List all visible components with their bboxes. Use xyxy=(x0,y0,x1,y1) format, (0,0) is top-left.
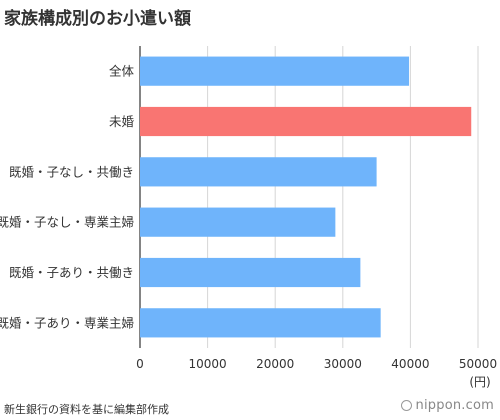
x-tick-labels: 0 10000 20000 30000 40000 50000 xyxy=(136,357,497,371)
category-labels: 全体未婚既婚・子なし・共働き既婚・子なし・専業主婦既婚・子あり・共働き既婚・子あ… xyxy=(0,64,134,331)
category-label: 既婚・子なし・共働き xyxy=(9,164,134,179)
bars xyxy=(140,56,472,338)
bar xyxy=(140,308,381,338)
x-tick-label: 50000 xyxy=(459,357,497,371)
category-label: 既婚・子なし・専業主婦 xyxy=(0,215,134,230)
x-tick-label: 10000 xyxy=(189,357,227,371)
brand-logo: nippon.com xyxy=(400,398,494,413)
category-label: 未婚 xyxy=(109,114,135,129)
bar xyxy=(140,207,336,237)
bar xyxy=(140,56,410,86)
unit-label: (円) xyxy=(469,375,490,389)
bar xyxy=(140,257,361,288)
source-note: 新生銀行の資料を基に編集部作成 xyxy=(4,403,169,416)
chart-title: 家族構成別のお小遣い額 xyxy=(4,9,191,29)
category-label: 全体 xyxy=(109,64,135,79)
bar xyxy=(140,106,472,137)
grid-lines xyxy=(139,46,479,348)
bar xyxy=(140,157,377,187)
brand-name: nippon.com xyxy=(415,398,494,413)
x-tick-label: 30000 xyxy=(324,357,362,371)
x-tick-label: 40000 xyxy=(391,357,429,371)
category-label: 既婚・子あり・共働き xyxy=(9,265,134,280)
nippon-circle-icon xyxy=(400,400,412,411)
category-label: 既婚・子あり・専業主婦 xyxy=(0,315,134,330)
x-tick-label: 0 xyxy=(136,357,144,371)
x-tick-label: 20000 xyxy=(256,357,294,371)
